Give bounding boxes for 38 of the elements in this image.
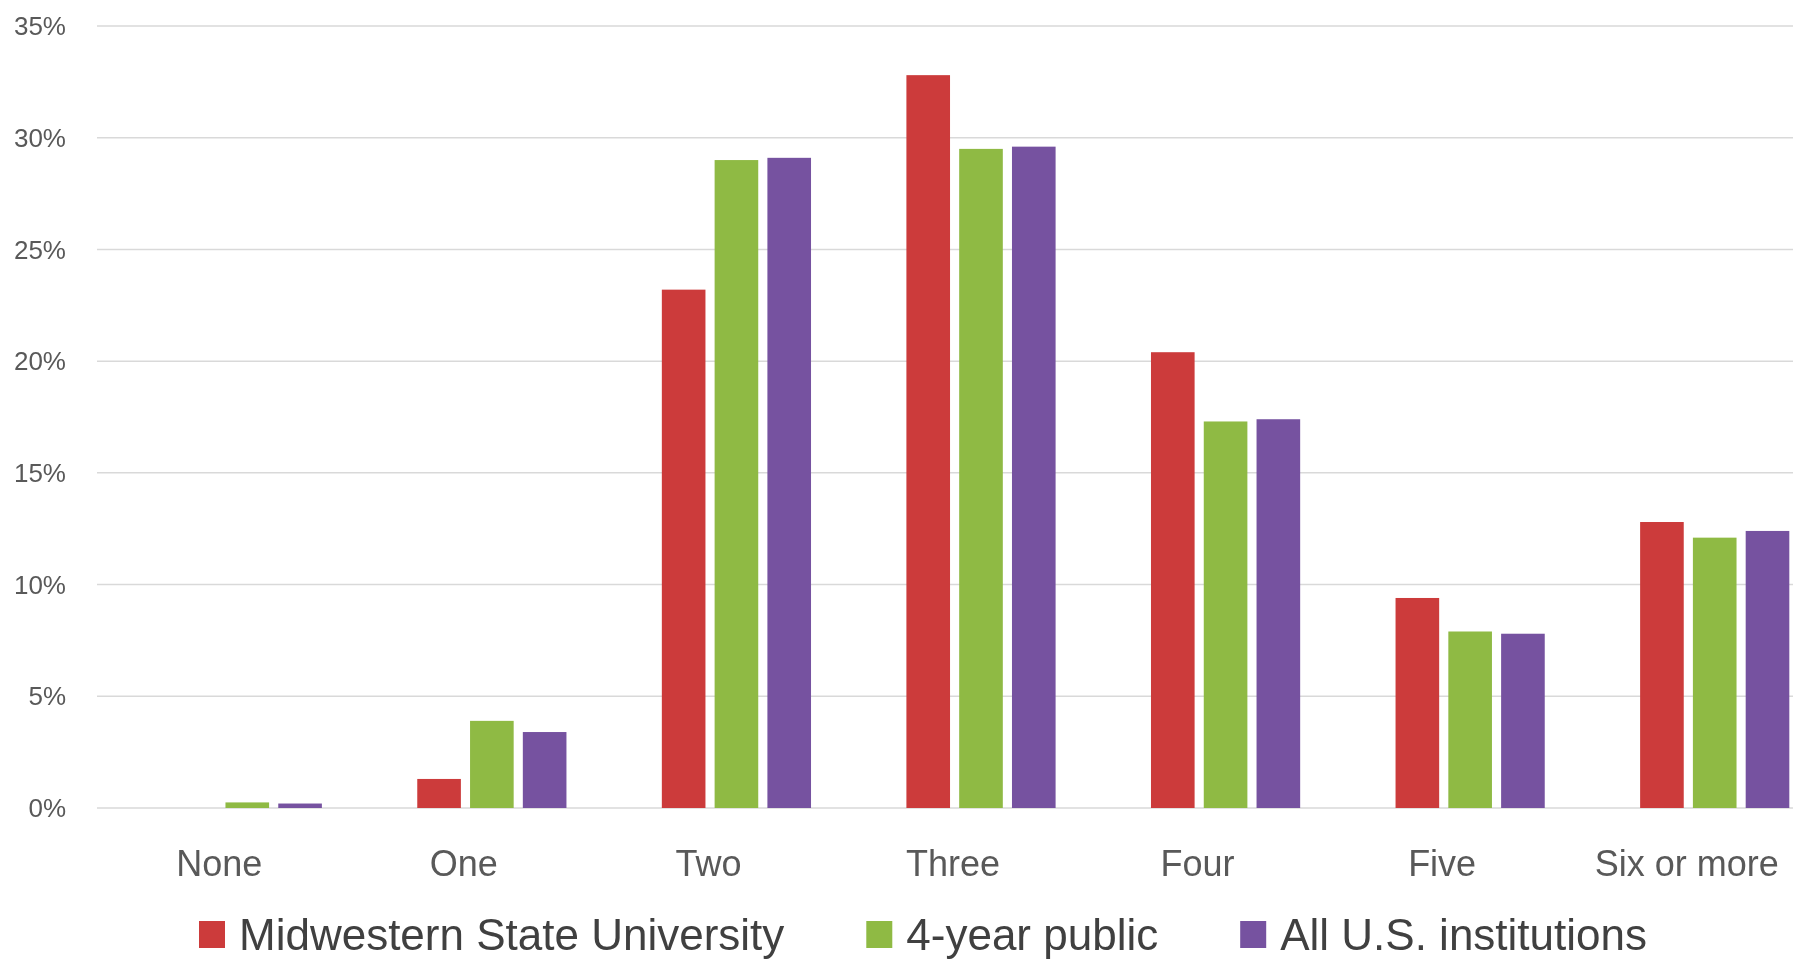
y-tick-label: 10%: [13, 569, 66, 600]
bar: [470, 720, 514, 808]
legend-label: 4-year public: [906, 910, 1159, 959]
bar: [959, 148, 1003, 808]
y-tick-label: 35%: [13, 11, 66, 42]
y-tick-label: 0%: [28, 793, 66, 824]
bar: [714, 160, 759, 808]
y-tick-label: 5%: [28, 681, 66, 712]
bar: [1501, 633, 1545, 808]
bar: [1448, 631, 1492, 808]
bar: [1256, 419, 1301, 808]
bar: [906, 75, 951, 808]
bar: [1640, 522, 1684, 808]
bar: [278, 803, 322, 808]
bar: [225, 802, 270, 808]
legend-label: All U.S. institutions: [1280, 910, 1648, 959]
x-tick-label: One: [429, 843, 498, 884]
bar: [661, 289, 706, 808]
bar: [417, 778, 461, 808]
legend-label: Midwestern State University: [239, 910, 785, 959]
bar: [1692, 537, 1737, 808]
x-tick-label: Four: [1160, 843, 1235, 884]
bar: [767, 157, 812, 808]
x-tick-label: Five: [1408, 843, 1477, 884]
x-tick-label: Six or more: [1594, 843, 1779, 884]
bar: [522, 732, 567, 808]
bar: [1150, 352, 1195, 808]
y-tick-label: 30%: [13, 122, 66, 153]
y-tick-label: 25%: [13, 234, 66, 265]
x-tick-label: Three: [905, 843, 1001, 884]
x-tick-label: Two: [675, 843, 742, 884]
bar: [1203, 421, 1248, 808]
bar: [1395, 597, 1440, 808]
y-tick-label: 20%: [13, 346, 66, 377]
bar: [1011, 146, 1056, 808]
x-tick-label: None: [176, 843, 263, 884]
y-tick-label: 15%: [13, 457, 66, 488]
bar: [1745, 530, 1790, 808]
